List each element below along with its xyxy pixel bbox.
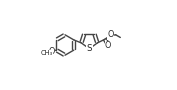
Text: O: O [48,47,55,56]
Text: O: O [105,41,111,50]
Text: CH₃: CH₃ [41,50,53,56]
Text: O: O [107,30,114,39]
Text: S: S [87,44,92,53]
